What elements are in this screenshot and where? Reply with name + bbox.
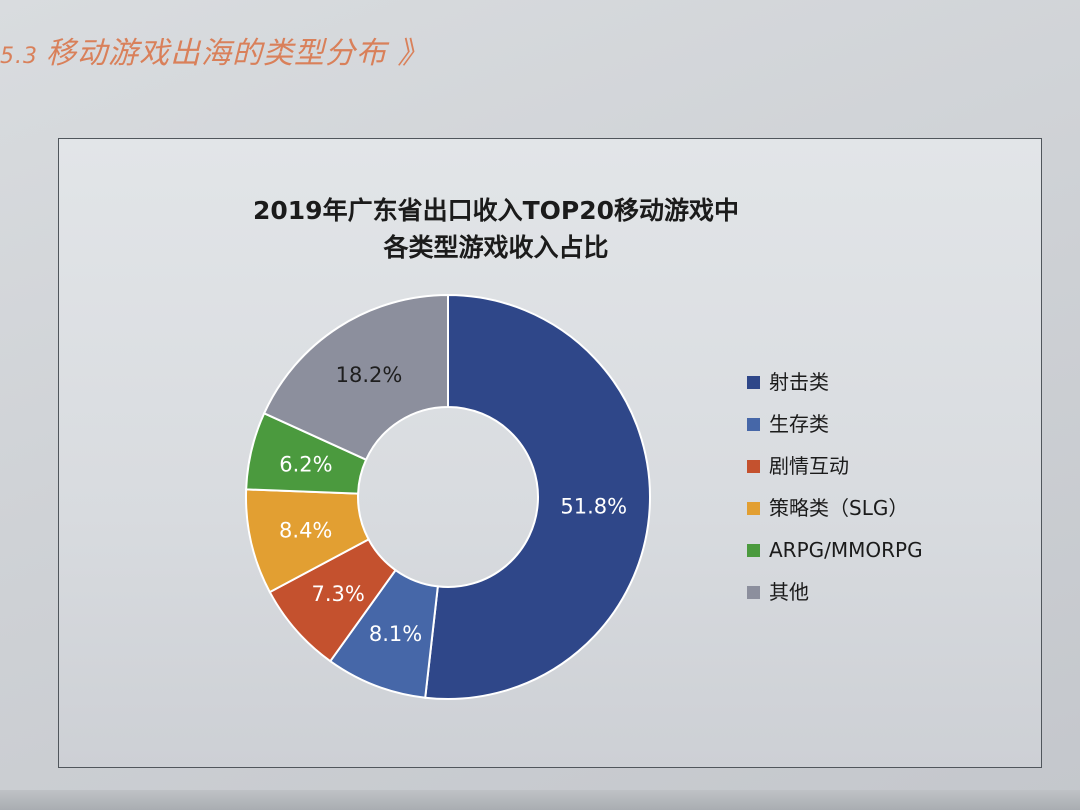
slice-labels: 51.8% 8.1%7.3% 8.4% 6.2% 18.2% (279, 363, 627, 646)
legend-swatch-1 (747, 418, 760, 431)
legend-swatch-0 (747, 376, 760, 389)
legend-label-4: ARPG/MMORPG (769, 538, 923, 562)
slice-0 (424, 293, 652, 700)
section-heading: 5.3 移动游戏出海的类型分布 》 (0, 28, 429, 72)
slice-label-1: 8.1% (369, 622, 422, 646)
donut-slices (245, 293, 652, 700)
section-number: 5.3 (0, 44, 38, 69)
slice-label-5: 18.2% (336, 363, 403, 387)
page-edge (0, 790, 1080, 810)
section-title: 移动游戏出海的类型分布 》 (46, 36, 429, 71)
slice-5 (262, 293, 449, 462)
legend-label-1: 生存类 (769, 412, 829, 436)
slice-label-4: 6.2% (279, 452, 332, 476)
legend-label-0: 射击类 (769, 370, 829, 394)
legend-swatch-3 (747, 502, 760, 515)
legend-label-5: 其他 (769, 580, 809, 604)
legend-swatch-2 (747, 460, 760, 473)
chart-title-line-2: 各类型游戏收入占比 (382, 233, 608, 262)
legend-swatch-4 (747, 544, 760, 557)
slice-label-3: 8.4% (279, 519, 332, 543)
legend-swatch-5 (747, 586, 760, 599)
slice-label-0: 51.8% (560, 494, 627, 518)
chart-frame: 2019年广东省出口收入TOP20移动游戏中 各类型游戏收入占比 51.8% 8.… (58, 138, 1042, 768)
chart-title-line-1: 2019年广东省出口收入TOP20移动游戏中 (253, 196, 739, 225)
legend-label-2: 剧情互动 (769, 454, 849, 478)
donut-chart: 2019年广东省出口收入TOP20移动游戏中 各类型游戏收入占比 51.8% 8.… (245, 196, 923, 700)
legend-label-3: 策略类（SLG） (769, 496, 908, 520)
slice-label-2: 7.3% (312, 582, 365, 606)
